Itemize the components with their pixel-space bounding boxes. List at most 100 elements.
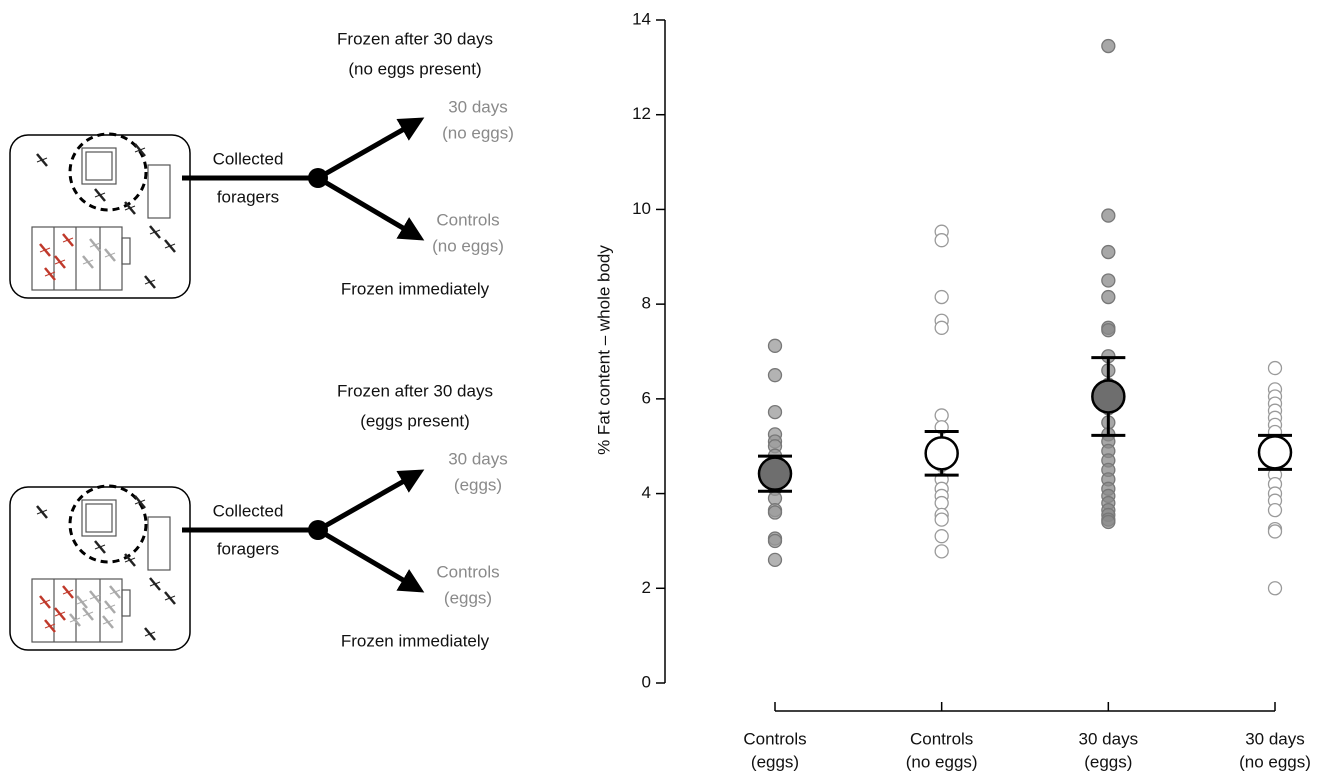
y-tick-label: 10 <box>632 199 651 218</box>
ant-leg <box>76 599 88 605</box>
ant-leg <box>69 617 81 623</box>
ant-leg <box>94 544 106 550</box>
x-tick-label: Controls <box>910 729 973 748</box>
diagram-label: (no eggs) <box>432 236 504 255</box>
arrow <box>316 469 425 533</box>
ant-leg <box>62 589 74 595</box>
ant-leg <box>36 157 48 163</box>
diagram-label: 30 days <box>448 449 508 468</box>
mean-marker <box>1091 379 1126 414</box>
ant-leg <box>164 243 176 249</box>
data-point <box>767 505 783 520</box>
data-point <box>1101 273 1116 288</box>
ant-leg <box>82 259 94 265</box>
data-point <box>1101 38 1116 54</box>
chamber-door <box>121 237 131 265</box>
data-point <box>934 320 949 335</box>
ant-leg <box>144 631 156 637</box>
nest-area <box>68 132 148 212</box>
data-point <box>934 529 949 544</box>
x-tick-label: (no eggs) <box>1239 752 1311 771</box>
mean-marker <box>1257 435 1293 470</box>
data-point <box>767 404 783 420</box>
ant-leg <box>36 509 48 515</box>
arrow <box>316 175 425 241</box>
diagram-label: (eggs) <box>444 588 492 607</box>
diagram-label: (no eggs present) <box>348 59 481 78</box>
ant-leg <box>149 581 161 587</box>
data-point <box>1267 502 1283 518</box>
data-point <box>1267 524 1283 539</box>
diagram-label: foragers <box>217 539 279 558</box>
diagram-label: (no eggs) <box>442 123 514 142</box>
ant-leg <box>39 247 51 253</box>
data-point <box>934 408 949 423</box>
ant-leg <box>89 594 101 600</box>
ant-leg <box>54 611 66 617</box>
ant-leg <box>39 599 51 605</box>
diagram-label: (eggs present) <box>360 411 470 430</box>
data-point <box>1267 581 1283 596</box>
diagram-label: (eggs) <box>454 475 502 494</box>
x-tick-label: (eggs) <box>751 752 799 771</box>
y-tick-label: 12 <box>632 104 651 123</box>
x-tick-label: (eggs) <box>1084 752 1132 771</box>
diagram-label: foragers <box>217 187 279 206</box>
y-tick-label: 8 <box>642 294 651 313</box>
data-point <box>934 512 949 527</box>
data-point <box>934 495 949 511</box>
diagram-label: Controls <box>436 562 499 581</box>
diagram-panel: Frozen after 30 days (no eggs present) Col… <box>9 29 514 299</box>
diagram-label: 30 days <box>448 97 508 116</box>
mean-marker <box>757 456 793 491</box>
chambers <box>31 226 123 291</box>
feeder <box>147 164 171 219</box>
nest-area <box>68 484 148 564</box>
ant-leg <box>62 237 74 243</box>
data-point <box>767 368 783 383</box>
nest-inner <box>85 503 113 533</box>
chambers <box>31 578 123 643</box>
ant-leg <box>94 192 106 198</box>
ant-leg <box>109 589 121 595</box>
arrow <box>316 527 425 593</box>
data-point <box>1101 289 1116 305</box>
data-point <box>767 552 783 568</box>
arrow <box>316 117 425 181</box>
y-tick-label: 0 <box>642 672 651 691</box>
chamber-door <box>121 589 131 617</box>
data-point <box>1267 360 1283 376</box>
y-axis-label: % Fat content – whole body <box>594 245 613 455</box>
ant-leg <box>89 242 101 248</box>
data-point <box>934 289 949 305</box>
ant-leg <box>134 147 146 153</box>
ant-leg <box>144 279 156 285</box>
ant-leg <box>134 499 146 505</box>
ant-leg <box>164 595 176 601</box>
x-tick-label: (no eggs) <box>906 752 978 771</box>
data-point <box>1101 208 1116 223</box>
ant-leg <box>102 619 114 625</box>
x-tick-label: Controls <box>743 729 806 748</box>
y-tick-label: 4 <box>642 483 651 502</box>
x-tick-label: 30 days <box>1079 729 1139 748</box>
data-point <box>767 491 783 506</box>
data-point <box>767 533 783 549</box>
ant-leg <box>44 271 56 277</box>
ant-leg <box>104 252 116 258</box>
data-point <box>934 544 949 559</box>
nest-inner <box>85 151 113 181</box>
nest-outer <box>81 499 117 537</box>
diagram-label: Frozen immediately <box>341 279 490 298</box>
y-tick-label: 2 <box>642 578 651 597</box>
diagram-label: Frozen after 30 days <box>337 381 493 400</box>
ant-leg <box>44 623 56 629</box>
diagram-label: Collected <box>213 149 284 168</box>
data-point <box>934 233 949 248</box>
ant-leg <box>104 604 116 610</box>
feeder <box>147 516 171 571</box>
diagram-label: Controls <box>436 210 499 229</box>
diagram-label: Collected <box>213 501 284 520</box>
ant-leg <box>54 259 66 265</box>
